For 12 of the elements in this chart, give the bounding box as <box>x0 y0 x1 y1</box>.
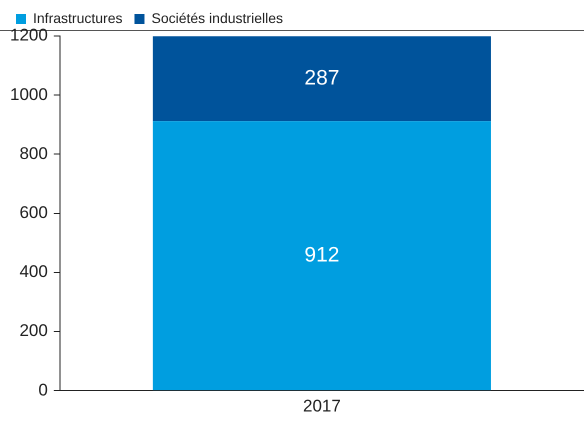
x-tick-label: 2017 <box>302 396 341 416</box>
y-tick-label: 200 <box>19 321 48 340</box>
legend-label: Sociétés industrielles <box>151 10 283 26</box>
data-label: 287 <box>304 66 340 90</box>
legend-label: Infrastructures <box>33 10 122 26</box>
y-tick-label: 400 <box>19 262 48 282</box>
data-label: 912 <box>304 243 340 266</box>
y-tick-label: 800 <box>19 144 48 163</box>
y-tick-label: 1200 <box>10 26 48 45</box>
y-tick-label: 0 <box>38 380 48 400</box>
y-tick-label: 600 <box>19 202 48 222</box>
y-tick-label: 1000 <box>10 84 48 104</box>
